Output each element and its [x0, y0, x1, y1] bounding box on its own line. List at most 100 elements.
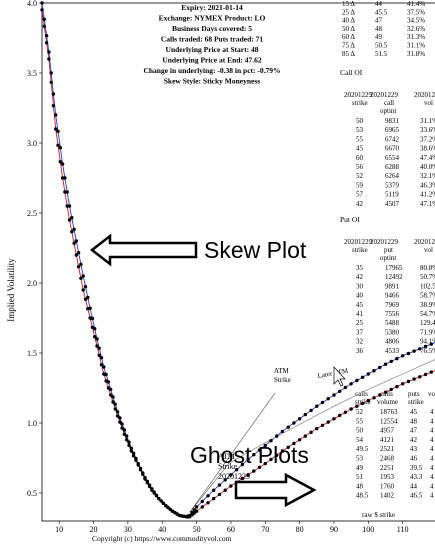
- data-point: [401, 382, 405, 386]
- put-oi-vol: 38.9%: [420, 301, 435, 309]
- data-point: [418, 347, 422, 351]
- call-oi-vol: 41.2%: [420, 191, 435, 199]
- data-point: [269, 457, 273, 462]
- data-point: [257, 465, 262, 469]
- call-oi-header: call: [384, 99, 394, 107]
- x-tick-label: 50: [193, 525, 201, 534]
- call-oi-vol: 33.6%: [420, 126, 435, 134]
- data-point: [40, 8, 44, 12]
- call-oi-oi: 5119: [385, 191, 399, 199]
- data-point: [217, 483, 222, 487]
- header-line: Expiry: 2021-01-14: [181, 3, 243, 12]
- skew-plot-arrow: [89, 233, 198, 267]
- delta-label: 85 Δ: [342, 50, 355, 58]
- data-point: [280, 449, 285, 453]
- vol-put-volume: 4: [430, 445, 434, 453]
- vol-header: strike: [408, 398, 424, 406]
- data-point: [320, 423, 325, 427]
- vol-call-strike: 53: [356, 455, 364, 463]
- data-point: [423, 372, 428, 377]
- data-point: [125, 434, 129, 438]
- data-point: [275, 453, 279, 457]
- data-point: [355, 404, 359, 408]
- delta-label: 50 Δ: [342, 25, 355, 33]
- vol-put-volume: 4: [430, 492, 434, 500]
- call-oi-header: 2020122: [414, 91, 435, 99]
- data-point: [406, 379, 411, 384]
- data-point: [395, 384, 399, 389]
- put-oi-vol: 71.9%: [420, 328, 435, 336]
- data-point: [309, 408, 313, 413]
- y-tick-label: 3.5: [27, 69, 37, 78]
- data-point: [240, 476, 245, 481]
- call-oi-oi: 6670: [385, 145, 400, 153]
- put-oi-oi: 9466: [385, 292, 400, 300]
- data-point: [90, 316, 95, 321]
- call-oi-oi: 6288: [385, 163, 400, 171]
- data-point: [99, 363, 104, 367]
- data-point: [60, 162, 65, 166]
- call-oi-oi: 5379: [385, 181, 400, 189]
- data-point: [217, 492, 222, 497]
- data-point: [355, 378, 359, 383]
- header-line: Change in underlying: -0.38 in pct: -0.7…: [143, 66, 280, 75]
- data-point: [74, 253, 79, 257]
- x-tick-label: 40: [158, 525, 166, 534]
- data-point: [383, 362, 388, 366]
- data-point: [109, 387, 113, 392]
- data-point: [240, 462, 245, 467]
- data-point: [252, 469, 256, 473]
- put-oi-strike: 25: [356, 319, 364, 327]
- x-tick-label: 110: [397, 525, 409, 534]
- x-tick-label: 10: [55, 525, 63, 534]
- data-point: [113, 407, 118, 411]
- call-oi-vol: 47.4%: [420, 154, 435, 162]
- data-point: [150, 487, 154, 491]
- y-axis-label: Implied Volatility: [6, 258, 16, 322]
- data-point: [246, 457, 250, 462]
- data-point: [206, 494, 210, 498]
- vol-header: puts: [408, 390, 420, 398]
- vol-call-volume: 4957: [380, 427, 395, 435]
- vol-call-strike: 48.5: [356, 492, 369, 500]
- series-layer: [40, 1, 435, 519]
- data-point: [338, 389, 342, 393]
- data-point: [104, 372, 108, 377]
- vol-put-volume: 4: [430, 436, 434, 444]
- call-oi-strike: 45: [356, 145, 364, 153]
- data-point: [212, 496, 216, 501]
- data-point: [190, 510, 194, 515]
- data-point: [74, 239, 79, 243]
- data-point: [378, 393, 382, 397]
- data-point: [412, 349, 416, 353]
- data-point: [303, 434, 307, 438]
- data-point: [42, 24, 46, 28]
- vol-put-strike: 44: [410, 482, 418, 490]
- call-oi-oi: 9831: [385, 117, 400, 125]
- call-oi-oi: 4507: [385, 200, 400, 208]
- call-oi-strike: 55: [356, 135, 364, 143]
- data-point: [263, 443, 267, 448]
- data-point: [136, 461, 140, 466]
- vol-call-strike: 48: [356, 482, 364, 490]
- axes: 10 20 30 40 50 60 70 80 90 100 110 0.5 1.0 1.5 2.0 2.5 3…: [27, 0, 409, 534]
- data-point: [326, 397, 330, 401]
- data-point: [99, 356, 104, 360]
- data-point: [70, 216, 74, 220]
- data-point: [269, 439, 273, 443]
- call-oi-header: vol: [424, 99, 433, 107]
- put-oi-oi: 9891: [385, 282, 400, 290]
- data-point: [67, 204, 72, 208]
- delta-strike: 48: [375, 25, 383, 33]
- vol-call-strike: 51: [356, 473, 364, 481]
- data-point: [159, 499, 163, 503]
- call-oi-vol: 38.6%: [420, 145, 435, 153]
- data-point: [157, 496, 161, 501]
- put-oi-vol: 102.5%: [420, 282, 435, 290]
- vol-header: calls: [380, 390, 393, 398]
- data-point: [338, 413, 342, 418]
- data-point: [47, 50, 51, 54]
- data-point: [125, 438, 129, 442]
- data-point: [194, 505, 199, 509]
- data-point: [343, 410, 348, 414]
